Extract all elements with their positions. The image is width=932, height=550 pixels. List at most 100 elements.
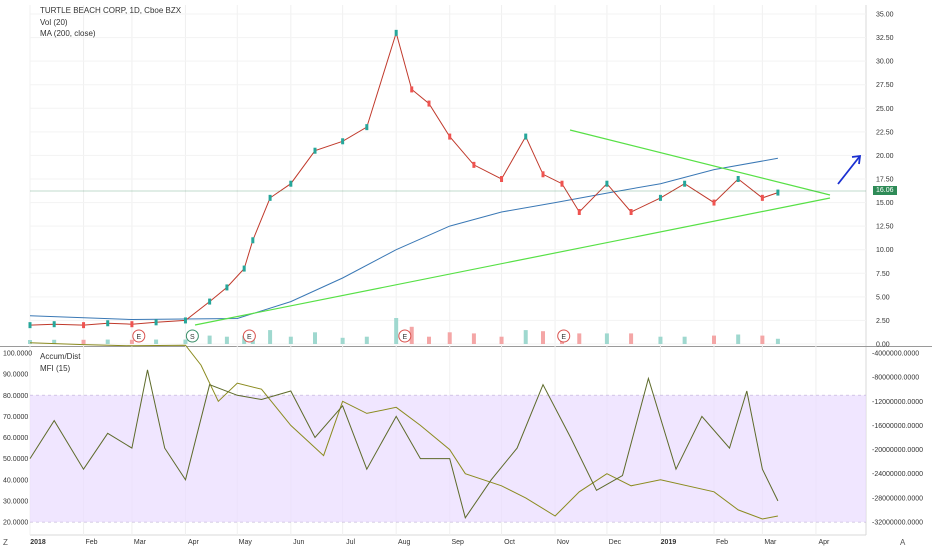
x-tick-label: 2019	[661, 539, 677, 546]
x-tick-label: Feb	[716, 539, 728, 546]
accum-dist-tick-label: -16000000.0000	[872, 423, 923, 430]
y-tick-label: 15.00	[876, 200, 894, 207]
event-marker	[132, 329, 146, 343]
price-candle	[183, 317, 187, 324]
price-candle	[500, 176, 504, 182]
y-tick-label: 17.50	[876, 177, 894, 184]
accum-dist-tick-label: -20000000.0000	[872, 447, 923, 454]
x-tick-label: Jul	[346, 539, 355, 546]
accum-dist-line	[29, 342, 778, 520]
price-candle	[365, 124, 369, 131]
mfi-axis: 100.0000 90.0000 80.0000 70.0000 60.0000 50.0…	[3, 351, 32, 527]
x-tick-label: Apr	[818, 539, 830, 546]
volume-bar	[629, 333, 634, 344]
volume-bar	[712, 335, 716, 344]
auto-scale-button[interactable]: A	[900, 538, 906, 547]
mfi-tick-label: 90.0000	[3, 372, 28, 379]
mfi-tick-label: 60.0000	[3, 435, 28, 442]
volume-bar	[604, 333, 609, 344]
lower-trendline	[194, 197, 831, 326]
event-marker	[557, 329, 571, 343]
event-marker	[398, 329, 412, 343]
price-candle	[410, 86, 414, 93]
price-candle	[251, 237, 255, 244]
volume-bar	[577, 333, 582, 344]
timezone-button[interactable]: Z	[3, 538, 8, 547]
current-price-badge: 16.06	[873, 186, 897, 195]
price-axis: 35.00 32.50 30.00 27.50 25.00 22.50 20.00 17.50…	[876, 12, 894, 349]
series-layer	[28, 29, 780, 520]
volume-bar	[427, 336, 431, 344]
event-marker-label: E	[561, 334, 566, 341]
price-candle	[106, 320, 110, 327]
price-candle	[341, 138, 345, 145]
x-tick-label: Jun	[293, 539, 304, 546]
volume-bar	[471, 333, 476, 344]
x-tick-label: Dec	[609, 539, 622, 546]
price-candle	[130, 321, 134, 328]
accum-dist-tick-label: -4000000.0000	[872, 351, 919, 358]
volume-bar	[268, 330, 273, 344]
x-tick-label: May	[239, 539, 253, 546]
x-tick-label: Mar	[764, 539, 777, 546]
x-tick-label: Mar	[134, 539, 147, 546]
volume-bar	[682, 336, 687, 344]
volume-bar	[81, 339, 86, 344]
volume-bar	[129, 339, 134, 344]
x-tick-label: Feb	[86, 539, 98, 546]
event-marker	[185, 329, 199, 343]
price-line	[29, 31, 779, 326]
price-candle	[313, 147, 317, 154]
price-candle	[577, 209, 581, 215]
y-tick-label: 10.00	[876, 247, 894, 254]
y-tick-label: 0.00	[876, 342, 890, 349]
volume-bar	[447, 332, 452, 344]
price-candle	[712, 199, 716, 206]
y-tick-label: 5.00	[876, 294, 890, 301]
x-tick-label: Nov	[557, 539, 570, 546]
accum-dist-label: Accum/Dist	[40, 352, 81, 361]
y-tick-label: 25.00	[876, 106, 894, 113]
price-candle	[448, 133, 452, 140]
volume-bar	[313, 332, 317, 344]
mfi-tick-label: 40.0000	[3, 477, 28, 484]
accum-dist-tick-label: -32000000.0000	[872, 520, 923, 527]
price-candle	[472, 161, 476, 168]
event-marker-label: S	[190, 334, 195, 341]
volume-bar	[154, 339, 159, 344]
price-candle	[683, 180, 687, 187]
price-candle	[28, 322, 32, 329]
event-marker-label: E	[136, 334, 141, 341]
y-tick-label: 22.50	[876, 129, 894, 136]
symbol-title: TURTLE BEACH CORP, 1D, Cboe BZX	[40, 6, 182, 15]
x-tick-label: Sep	[451, 539, 464, 546]
mfi-tick-label: 100.0000	[3, 351, 32, 358]
upper-trendline	[569, 129, 831, 196]
accum-dist-tick-label: -8000000.0000	[872, 375, 919, 382]
price-candle	[394, 29, 398, 36]
x-tick-label: Apr	[188, 539, 200, 546]
y-tick-label: 32.50	[876, 35, 894, 42]
x-tick-label: Aug	[398, 539, 411, 546]
price-candle	[208, 298, 212, 305]
price-candle	[560, 180, 564, 187]
price-candle	[524, 133, 528, 140]
price-candle	[736, 176, 740, 182]
event-marker	[242, 329, 256, 343]
price-candle	[605, 180, 609, 187]
volume-bar	[523, 330, 528, 344]
ma-label: MA (200, close)	[40, 29, 96, 38]
volume-bar	[409, 326, 414, 344]
price-candle	[427, 100, 431, 107]
event-marker-label: E	[402, 334, 407, 341]
trendlines	[30, 129, 866, 326]
up-arrow-icon	[837, 154, 862, 185]
price-candle	[658, 194, 662, 201]
volume-bar	[288, 336, 293, 344]
volume-bar	[207, 335, 212, 344]
volume-bar	[760, 335, 765, 344]
volume-bar	[105, 339, 110, 344]
price-candle	[629, 209, 633, 215]
